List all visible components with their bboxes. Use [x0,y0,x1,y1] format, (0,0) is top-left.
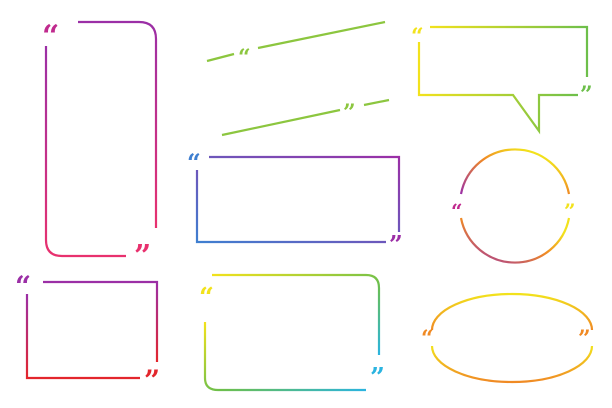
slanted-line-bottom-left [221,108,341,137]
wide-rectangle-frame: “ ” [187,148,403,259]
slanted-line-bottom-right [363,98,390,107]
bubble-border-bottom [417,42,578,135]
open-quote-icon: “ [42,19,59,54]
slanted-line-bottom: ” [221,98,390,137]
wide-frame-border-top [209,155,401,232]
rounded-rectangle-frame: “ ” [199,273,385,393]
close-quote-icon: ” [144,364,160,397]
close-quote-icon: ” [134,239,151,274]
small-frame-border-top [43,280,159,362]
open-quote-icon: “ [451,199,463,223]
small-frame-border-bottom [25,294,140,380]
small-rectangle-frame: “ ” [15,270,160,397]
close-quote-icon: ” [389,230,403,259]
close-quote-icon: ” [580,82,593,108]
bubble-border-top [430,25,589,77]
rounded-frame-border-bottom [203,322,366,392]
open-quote-icon: “ [187,148,201,177]
ellipse-border-bottom [430,345,594,384]
tall-frame-border-bottom [44,46,126,258]
open-quote-icon: “ [238,45,251,71]
wide-frame-border-bottom [195,170,386,244]
tall-rounded-frame: “ ” [42,19,158,274]
close-quote-icon: ” [578,326,591,352]
circle-frame: “ ” [451,148,576,264]
open-quote-icon: “ [15,270,31,303]
close-quote-icon: ” [370,363,385,393]
circle-border-top [459,148,571,195]
ellipse-border-top [430,292,594,331]
open-quote-icon: “ [199,283,214,313]
open-quote-icon: “ [421,326,434,352]
ellipse-frame: “ ” [421,292,594,384]
rounded-frame-border-top [212,273,381,355]
tall-frame-border-top [78,20,158,228]
close-quote-icon: ” [564,199,576,223]
speech-bubble-frame: “ ” [411,24,593,135]
close-quote-icon: ” [343,100,356,126]
slanted-line-top-right [257,20,386,50]
slanted-line-top-left [206,52,235,63]
open-quote-icon: “ [411,24,424,50]
circle-border-bottom [459,217,571,264]
slanted-line-top: “ [206,20,386,71]
